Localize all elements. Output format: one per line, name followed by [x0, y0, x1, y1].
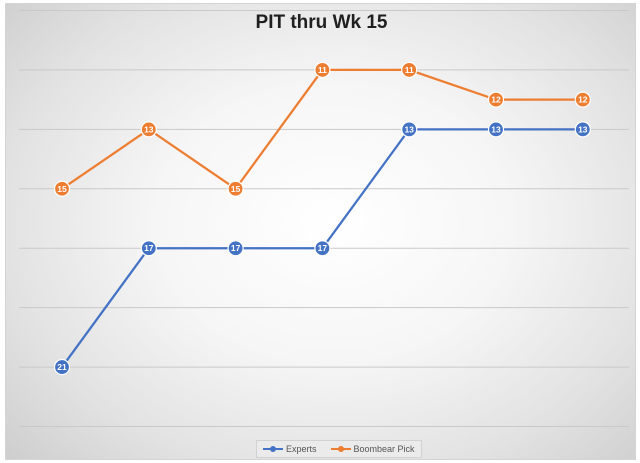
- data-label: 13: [491, 124, 501, 134]
- data-point: [487, 91, 505, 108]
- legend-label: Experts: [286, 444, 317, 454]
- data-point: [574, 91, 591, 108]
- series-layer: 21 17 17 17 13 13 13 15 13 15 11 11 12 12: [53, 61, 591, 376]
- data-point: [53, 358, 71, 376]
- data-point: [227, 240, 244, 257]
- chart-title: PIT thru Wk 15: [255, 12, 388, 33]
- plot-area: 21 17 17 17 13 13 13 15 13 15 11 11 12 12: [19, 10, 629, 427]
- data-label: 17: [231, 243, 241, 253]
- data-point: [401, 61, 418, 79]
- data-point: [140, 121, 157, 138]
- data-point: [53, 180, 71, 197]
- data-point: [140, 240, 157, 257]
- data-label: 15: [57, 184, 67, 194]
- data-label: 17: [318, 243, 328, 253]
- data-label: 21: [57, 362, 67, 372]
- data-point: [314, 61, 331, 79]
- data-point: [227, 180, 244, 197]
- data-point: [314, 240, 331, 257]
- data-point: [574, 121, 591, 138]
- legend-item: Experts: [263, 444, 317, 454]
- data-point: [401, 121, 418, 138]
- data-label: 11: [405, 65, 414, 75]
- data-label: 15: [231, 184, 241, 194]
- data-label: 12: [578, 95, 588, 105]
- data-label: 17: [144, 243, 154, 253]
- data-label: 13: [578, 124, 588, 134]
- data-point: [487, 121, 505, 138]
- data-label: 12: [491, 95, 501, 105]
- series-boombear-pick: 15 13 15 11 11 12 12: [53, 61, 591, 197]
- data-label: 13: [144, 124, 154, 134]
- legend: Experts Boombear Pick: [256, 440, 422, 458]
- chart-frame: PIT thru Wk 15 21 17 17 17 13 13 13 15 13 15 11 11 1…: [5, 3, 636, 460]
- data-label: 13: [404, 124, 414, 134]
- legend-item: Boombear Pick: [330, 444, 415, 454]
- legend-swatch: [330, 446, 351, 452]
- legend-swatch: [263, 446, 283, 452]
- data-label: 11: [318, 65, 327, 75]
- legend-label: Boombear Pick: [353, 444, 415, 454]
- series-experts: 21 17 17 17 13 13 13: [53, 121, 591, 376]
